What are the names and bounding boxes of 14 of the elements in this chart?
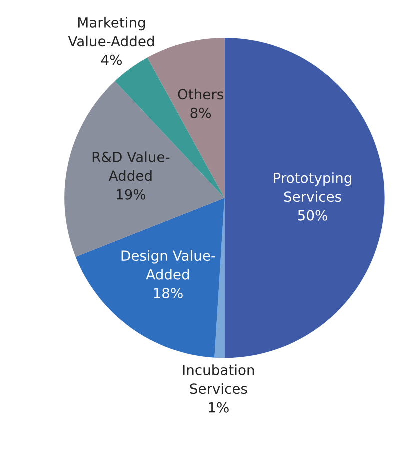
data-label: 50% bbox=[298, 210, 328, 221]
slice-label: Others bbox=[178, 88, 224, 100]
slice-label: R&D Value- Added bbox=[92, 152, 170, 182]
data-label: 1% bbox=[209, 402, 229, 413]
pie-slice bbox=[224, 38, 385, 358]
slice-label: Incubation Services bbox=[183, 364, 254, 394]
data-label: 8% bbox=[190, 108, 212, 118]
data-label: 4% bbox=[101, 54, 122, 66]
pie-slice bbox=[76, 198, 225, 358]
slice-label: Prototyping Services bbox=[274, 172, 352, 202]
slice-label: Marketing Value-Added bbox=[68, 17, 154, 47]
slice-label: Design Value- Added bbox=[122, 250, 216, 280]
data-label: 19% bbox=[117, 189, 146, 200]
data-label: 18% bbox=[154, 288, 183, 299]
